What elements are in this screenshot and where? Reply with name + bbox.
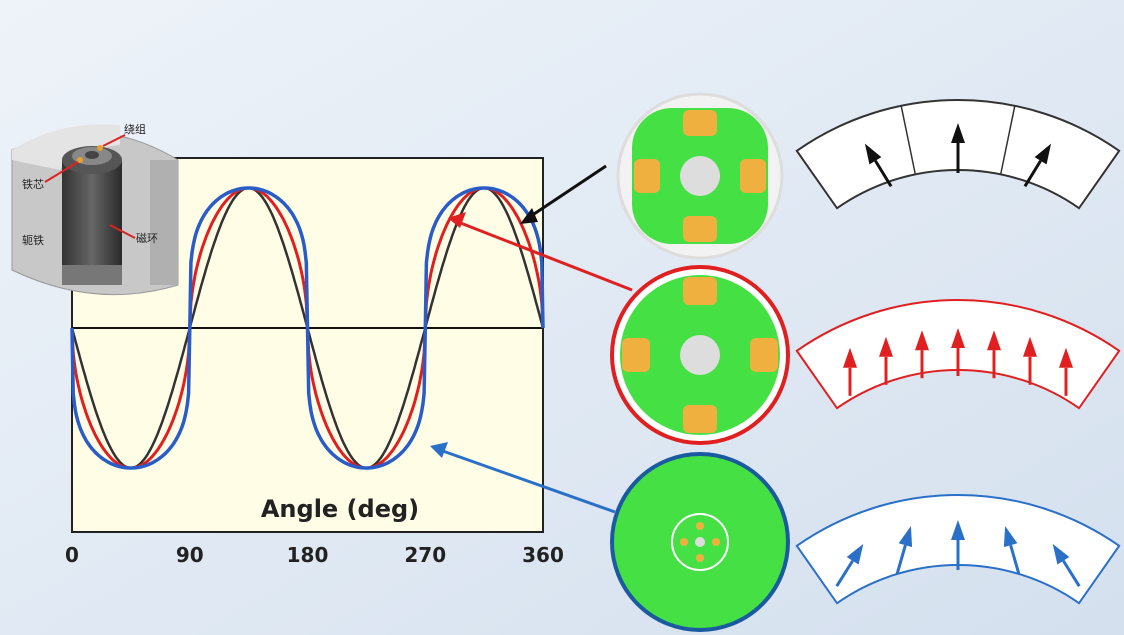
x-tick-label: 90: [176, 543, 204, 567]
rotor-black: [618, 94, 782, 258]
page: Angle (deg) 0 90 180 270 360 绕组 铁芯 轭铁 磁环: [0, 0, 1124, 635]
x-tick-label: 180: [287, 543, 329, 567]
label-yoke: 轭铁: [22, 233, 44, 247]
label-core: 铁芯: [22, 177, 44, 191]
figure: Angle (deg) 0 90 180 270 360 绕组 铁芯 轭铁 磁环: [0, 0, 1124, 635]
x-axis-label: Angle (deg): [261, 495, 419, 523]
label-magnet-ring: 磁环: [136, 232, 158, 245]
x-tick-label: 360: [522, 543, 564, 567]
x-tick-label: 0: [65, 543, 79, 567]
x-tick-label: 270: [404, 543, 446, 567]
label-winding: 绕组: [124, 122, 146, 136]
motor-illustration: 绕组 铁芯 轭铁 磁环: [12, 122, 178, 295]
rotor-red: [612, 267, 788, 443]
rotor-blue: [612, 454, 788, 630]
